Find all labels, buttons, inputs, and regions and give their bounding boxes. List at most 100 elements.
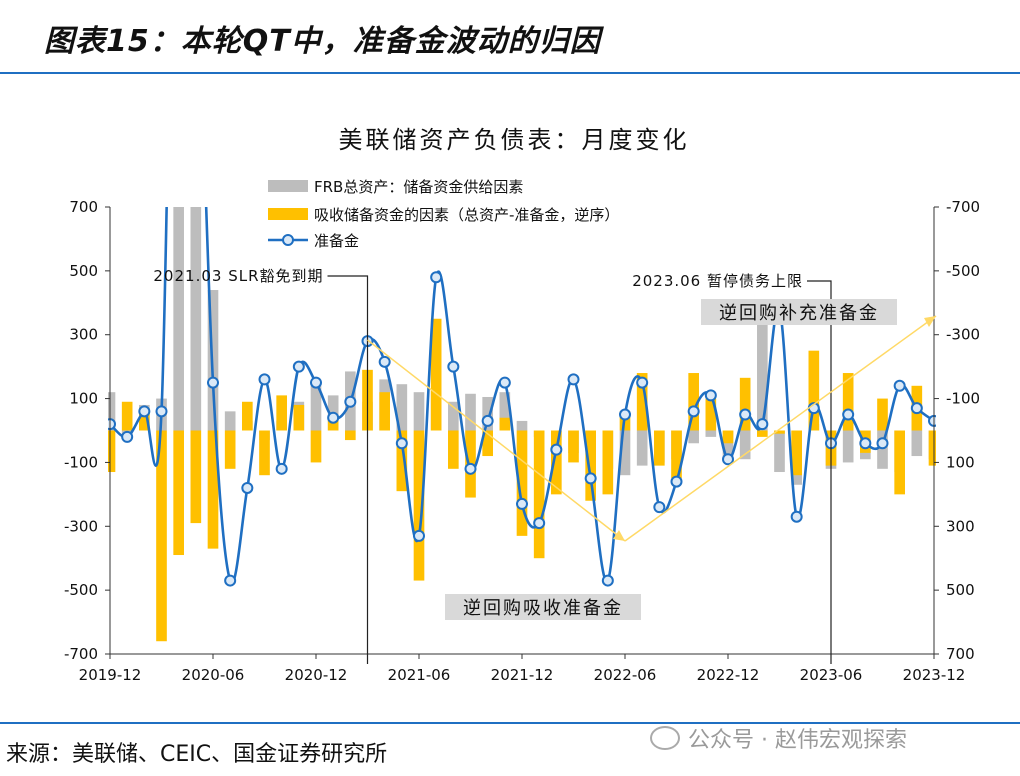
bar-frb-2021-06 xyxy=(413,392,425,431)
label-rrp-absorb-box xyxy=(445,594,641,620)
marker-reserve-2020-02 xyxy=(138,405,151,418)
watermark: 公众号 · 赵伟宏观探索 xyxy=(650,722,907,754)
bar-absorb-2023-01 xyxy=(739,377,751,431)
bar-absorb-2022-08 xyxy=(654,430,665,466)
bar-frb-2019-12 xyxy=(108,392,116,431)
bar-absorb-2021-10 xyxy=(482,430,493,457)
bar-absorb-2020-03 xyxy=(156,430,167,642)
bar-absorb-2022-07 xyxy=(636,373,648,431)
bar-frb-2020-12 xyxy=(310,385,322,431)
arrow-absorb xyxy=(367,339,626,542)
marker-reserve-2022-03 xyxy=(567,373,580,386)
marker-reserve-2020-03 xyxy=(155,405,168,418)
x-tick-label: 2023-06 xyxy=(800,666,863,684)
marker-reserve-2020-08 xyxy=(241,481,254,494)
bar-absorb-2023-07 xyxy=(842,373,854,431)
marker-reserve-2021-09 xyxy=(464,462,477,475)
bar-absorb-2021-02 xyxy=(345,430,356,441)
arrow-replenish xyxy=(624,315,937,542)
marker-reserve-2023-01 xyxy=(739,408,752,421)
bar-frb-2021-09 xyxy=(465,393,476,431)
bar-absorb-2020-08 xyxy=(242,401,253,431)
legend-label-absorb: 吸收储备资金的因素（总资产-准备金，逆序） xyxy=(314,206,619,224)
footer-divider xyxy=(0,722,1020,724)
bar-absorb-2020-10 xyxy=(276,395,287,431)
bar-absorb-2022-03 xyxy=(568,430,579,463)
bar-absorb-2020-01 xyxy=(121,401,133,431)
y-right-tick-label: -100 xyxy=(946,390,980,408)
bar-frb-2023-07 xyxy=(842,430,854,463)
bar-absorb-2021-01 xyxy=(327,417,339,431)
bar-frb-2021-11 xyxy=(499,392,511,431)
bar-frb-2020-05 xyxy=(190,207,202,431)
y-left-tick-label: 100 xyxy=(69,390,98,408)
label-rrp-replenish: 逆回购补充准备金 xyxy=(719,303,879,324)
marker-reserve-2022-10 xyxy=(687,405,700,418)
marker-reserve-2023-07 xyxy=(842,408,855,421)
y-right-tick-label: -700 xyxy=(946,198,980,216)
bar-absorb-2020-12 xyxy=(310,430,322,463)
x-tick-label: 2021-06 xyxy=(388,666,451,684)
bar-absorb-2020-11 xyxy=(293,404,305,431)
x-tick-label: 2022-12 xyxy=(697,666,760,684)
marker-reserve-2023-02 xyxy=(756,418,769,431)
marker-reserve-2022-08 xyxy=(653,501,666,514)
marker-reserve-2021-06 xyxy=(413,529,425,542)
marker-reserve-2022-01 xyxy=(533,517,546,530)
marker-reserve-2022-04 xyxy=(584,472,597,485)
source-note: 来源：美联储、CEIC、国金证券研究所 xyxy=(6,742,388,767)
bar-absorb-2023-09 xyxy=(877,398,888,431)
axes: 700 -700 500 -500 300 -300 100 -100 -100 100 -300 3… xyxy=(64,198,980,684)
page-title: 图表15：本轮QT中，准备金波动的归因 xyxy=(44,24,601,59)
marker-reserve-2022-09 xyxy=(670,475,683,488)
bar-absorb-2023-02 xyxy=(757,430,768,437)
bar-absorb-2021-05 xyxy=(396,430,408,492)
legend-swatch-absorb xyxy=(268,208,308,220)
marker-reserve-2022-11 xyxy=(704,389,717,402)
bar-frb-2021-05 xyxy=(396,384,408,431)
y-right-tick-label: 500 xyxy=(946,581,975,599)
marker-reserve-2023-04 xyxy=(790,510,803,523)
y-right-tick-label: 100 xyxy=(946,453,975,471)
marker-reserve-2020-06 xyxy=(207,376,219,389)
bar-absorb-2020-04 xyxy=(173,430,184,556)
bar-absorb-2022-05 xyxy=(602,430,614,495)
bar-frb-2023-09 xyxy=(877,430,888,469)
bar-absorb-2023-10 xyxy=(894,430,905,495)
y-left-tick-label: -700 xyxy=(64,645,98,663)
y-left-tick-label: -100 xyxy=(64,453,98,471)
y-right-tick-label: 300 xyxy=(946,517,975,535)
bar-absorb-2021-11 xyxy=(499,417,511,431)
marker-reserve-2021-01 xyxy=(327,411,340,424)
annotation-debt-ceiling: 2023.06 暂停债务上限 xyxy=(632,272,803,290)
watermark-text: 公众号 · 赵伟宏观探索 xyxy=(688,728,907,753)
y-left-tick-label: -300 xyxy=(64,517,98,535)
bar-absorb-2023-04 xyxy=(791,430,802,476)
marker-reserve-2021-10 xyxy=(481,414,494,427)
x-tick-label: 2021-12 xyxy=(491,666,554,684)
bar-frb-2022-10 xyxy=(688,430,699,444)
legend-label-frb: FRB总资产：储备资金供给因素 xyxy=(314,178,523,196)
y-left-tick-label: 300 xyxy=(69,326,98,344)
marker-reserve-2022-02 xyxy=(550,443,563,456)
arrowhead-absorb xyxy=(613,530,625,541)
marker-reserve-2022-06 xyxy=(619,408,631,421)
bar-absorb-2023-05 xyxy=(808,350,820,431)
bar-absorb-2022-12 xyxy=(722,430,734,444)
bar-absorb-2021-04 xyxy=(379,392,390,431)
marker-reserve-2023-09 xyxy=(876,437,889,450)
bar-frb-2020-07 xyxy=(224,411,236,431)
y-left-tick-label: -500 xyxy=(64,581,98,599)
bar-absorb-2021-06 xyxy=(413,430,425,581)
marker-reserve-2023-08 xyxy=(859,437,872,450)
y-left-tick-label: 700 xyxy=(69,198,98,216)
bar-absorb-2020-09 xyxy=(259,430,270,476)
vline-debt-ceiling xyxy=(807,280,832,664)
x-tick-label: 2020-12 xyxy=(285,666,348,684)
marker-reserve-2020-12 xyxy=(310,376,322,389)
bar-absorb-2020-05 xyxy=(190,430,202,524)
bar-absorb-2022-10 xyxy=(688,373,699,431)
marker-reserve-2021-11 xyxy=(498,376,511,389)
annotation-slr: 2021.03 SLR豁免到期 xyxy=(153,267,323,285)
